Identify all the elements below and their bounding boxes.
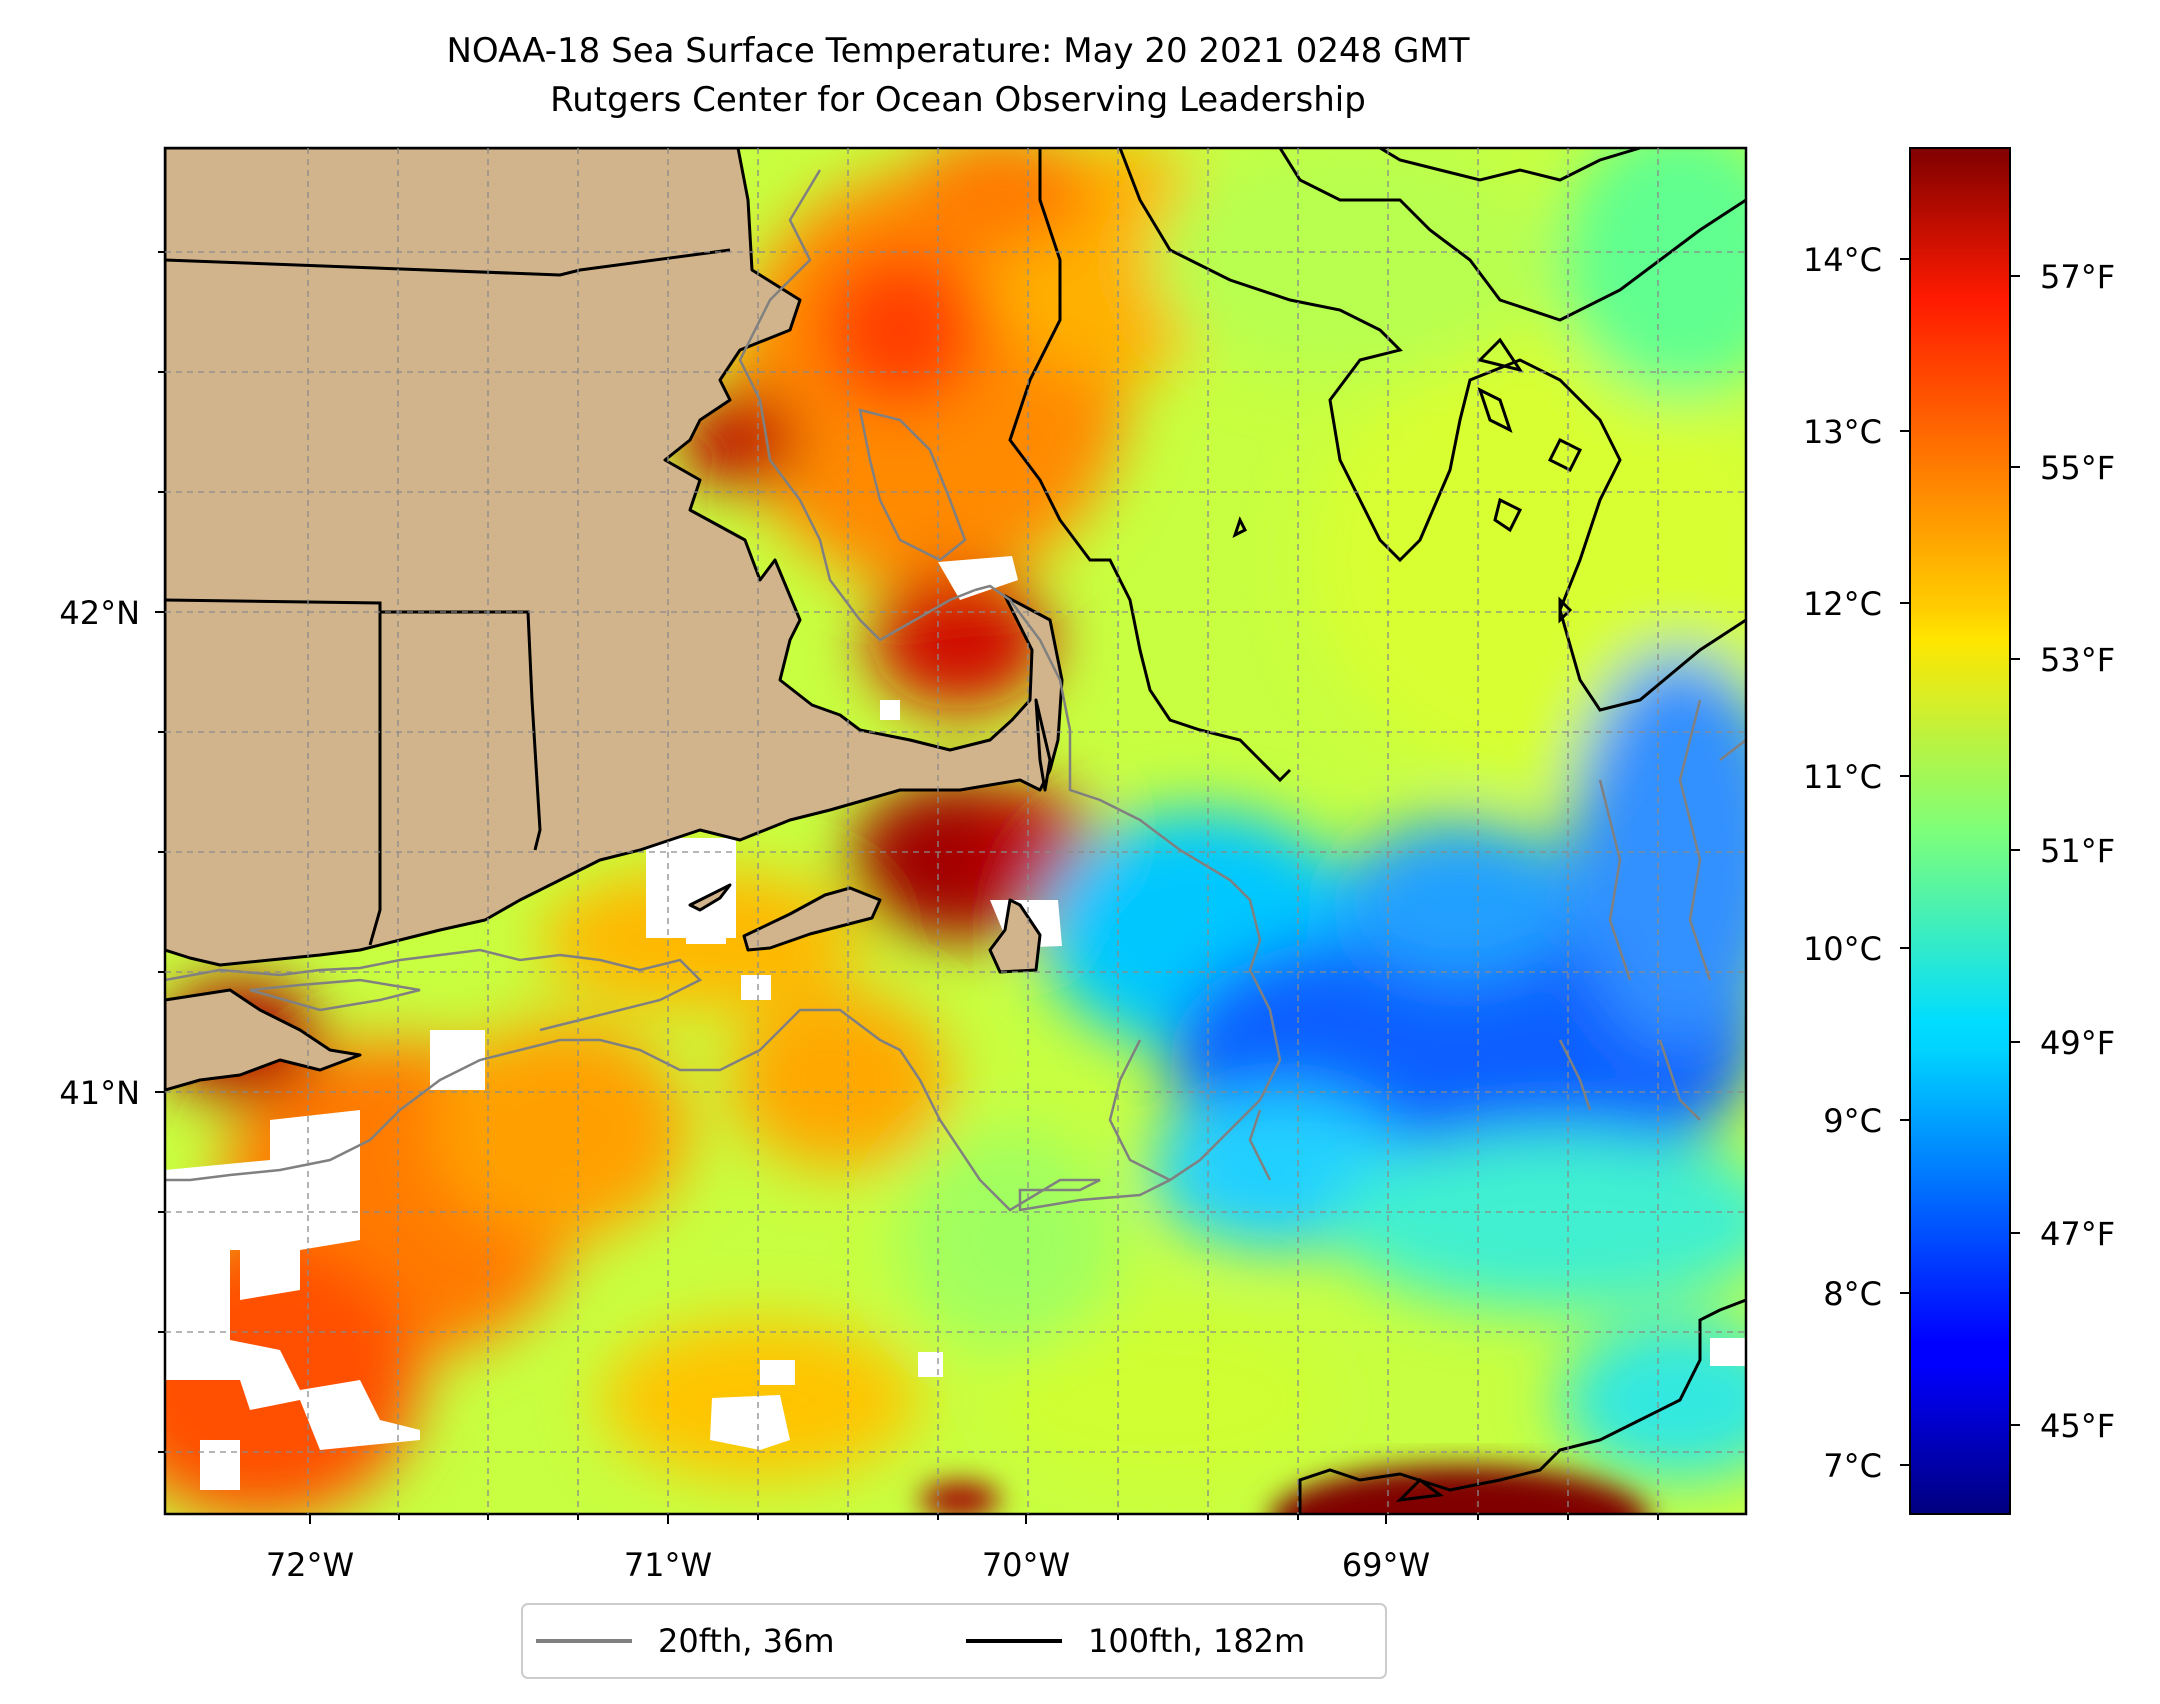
legend-box bbox=[521, 1603, 1387, 1679]
lon-label-71w: 71°W bbox=[624, 1546, 712, 1584]
lon-label-72w: 72°W bbox=[266, 1546, 354, 1584]
lat-label-41n: 41°N bbox=[59, 1074, 140, 1112]
colorbar-fahrenheit-53: 53°F bbox=[2040, 641, 2115, 679]
colorbar-fahrenheit-51: 51°F bbox=[2040, 832, 2115, 870]
colorbar-fahrenheit-47: 47°F bbox=[2040, 1215, 2115, 1253]
axis-ticks bbox=[155, 251, 1659, 1524]
marthas-vineyard bbox=[742, 886, 882, 952]
colorbar-celsius-10: 10°C bbox=[1803, 930, 1882, 968]
colorbar-celsius-9: 9°C bbox=[1823, 1102, 1882, 1140]
isobath-20fth bbox=[165, 169, 1746, 1212]
long-island-east-fork bbox=[165, 988, 362, 1092]
legend-label-100fth: 100fth, 182m bbox=[1088, 1622, 1305, 1660]
colorbar-fahrenheit-55: 55°F bbox=[2040, 449, 2115, 487]
lon-label-70w: 70°W bbox=[982, 1546, 1070, 1584]
colorbar-fahrenheit-49: 49°F bbox=[2040, 1024, 2115, 1062]
colorbar-celsius-7: 7°C bbox=[1823, 1447, 1882, 1485]
mainland-new-england bbox=[165, 148, 1064, 967]
colorbar-celsius-11: 11°C bbox=[1803, 758, 1882, 796]
lon-label-69w: 69°W bbox=[1342, 1546, 1430, 1584]
sst-map bbox=[165, 148, 1746, 1514]
colorbar-fahrenheit-ticks bbox=[2010, 275, 2020, 1426]
map-frame bbox=[163, 146, 1748, 1516]
colorbar-celsius-ticks bbox=[1900, 258, 1910, 1466]
map-gridlines bbox=[165, 148, 1746, 1514]
isobath-100fth bbox=[1008, 148, 1746, 1514]
sst-temperature-blobs bbox=[165, 148, 1746, 1514]
title-line-2: Rutgers Center for Ocean Observing Leade… bbox=[550, 80, 1366, 120]
colorbar-fahrenheit-57: 57°F bbox=[2040, 258, 2115, 296]
colorbar bbox=[1909, 147, 2011, 1515]
colorbar-celsius-8: 8°C bbox=[1823, 1275, 1882, 1313]
lat-label-42n: 42°N bbox=[59, 594, 140, 632]
legend: 20fth, 36m 100fth, 182m bbox=[521, 1603, 1387, 1679]
elizabeth-islands bbox=[688, 883, 732, 912]
legend-label-20fth: 20fth, 36m bbox=[658, 1622, 834, 1660]
colorbar-celsius-13: 13°C bbox=[1803, 413, 1882, 451]
colorbar-celsius-12: 12°C bbox=[1803, 585, 1882, 623]
title-line-1: NOAA-18 Sea Surface Temperature: May 20 … bbox=[446, 31, 1469, 71]
monomoy bbox=[1034, 698, 1052, 792]
colorbar-fahrenheit-45: 45°F bbox=[2040, 1407, 2115, 1445]
colorbar-celsius-14: 14°C bbox=[1803, 241, 1882, 279]
